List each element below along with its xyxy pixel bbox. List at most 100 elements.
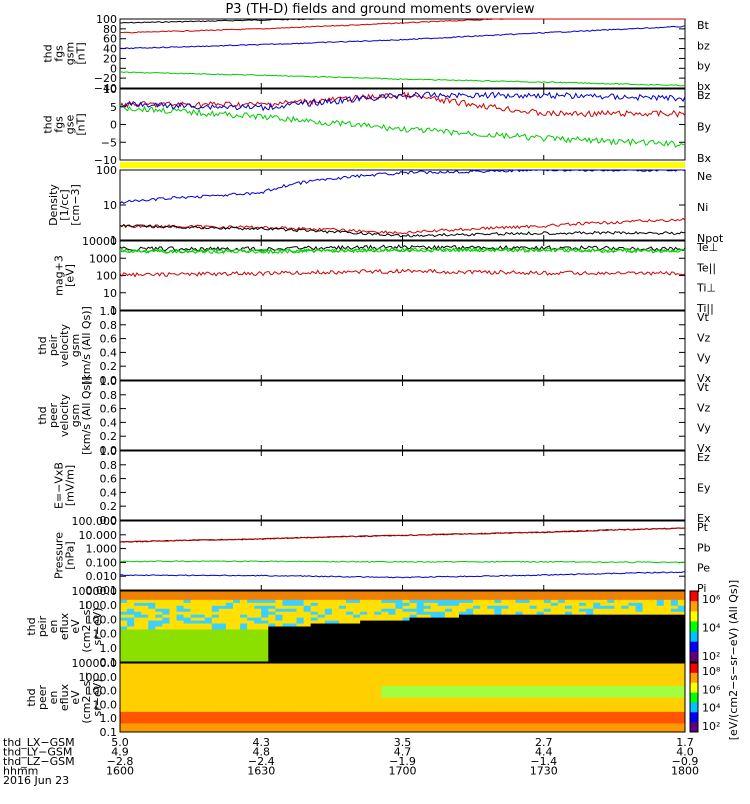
spectrogram-cell (275, 680, 283, 684)
spectrogram-cell (536, 711, 545, 716)
spectrogram-cell (225, 623, 234, 627)
spectrogram-cell (663, 644, 672, 648)
spectrogram-cell (395, 614, 403, 619)
spectrogram-cell (480, 650, 488, 654)
spectrogram-cell (141, 706, 149, 710)
spectrogram-cell (197, 680, 206, 684)
spectrogram-cell (409, 659, 418, 663)
spectrogram-cell (444, 632, 453, 636)
spectrogram-cell (649, 717, 658, 721)
spectrogram-cell (360, 714, 368, 719)
spectrogram-cell (649, 591, 658, 595)
spectrogram-cell (211, 611, 220, 616)
spectrogram-cell (480, 629, 488, 633)
spectrogram-cell (353, 691, 361, 696)
spectrogram-cell (225, 665, 234, 670)
spectrogram-cell (388, 620, 396, 625)
spectrogram-cell (572, 688, 580, 693)
spectrogram-cell (141, 726, 149, 730)
spectrogram-cell (282, 691, 290, 696)
spectrogram-cell (614, 711, 622, 716)
spectrogram-cell (550, 596, 559, 601)
spectrogram-cell (374, 614, 382, 619)
spectrogram-cell (155, 659, 163, 663)
spectrogram-cell (522, 726, 531, 730)
spectrogram-cell (416, 688, 425, 693)
spectrogram-cell (367, 629, 375, 633)
spectrogram-cell (162, 632, 170, 636)
spectrogram-cell (211, 674, 220, 678)
spectrogram-cell (388, 659, 396, 663)
spectrogram-cell (275, 723, 283, 727)
spectrogram-cell (388, 714, 396, 719)
spectrogram-cell (162, 620, 170, 625)
spectrogram-cell (564, 711, 573, 716)
spectrogram-cell (466, 629, 474, 633)
legend-entry: Vx (697, 442, 712, 455)
spectrogram-cell (614, 626, 622, 630)
spectrogram-cell (176, 686, 185, 690)
spectrogram-cell (600, 668, 608, 673)
spectrogram-cell (550, 635, 559, 639)
spectrogram-cell (628, 659, 637, 663)
spectrogram-cell (247, 694, 255, 698)
spectrogram-cell (529, 593, 538, 598)
spectrogram-cell (225, 629, 234, 633)
spectrogram-cell (317, 680, 326, 684)
legend-entry: Vz (697, 331, 711, 344)
y-axis-label: velocity (58, 394, 71, 437)
spectrogram-cell (649, 706, 658, 710)
spectrogram-cell (466, 599, 474, 604)
spectrogram-cell (134, 591, 142, 595)
spectrogram-cell (148, 683, 156, 687)
spectrogram-cell (543, 602, 552, 607)
spectrogram-cell (303, 641, 312, 645)
spectrogram-cell (346, 711, 354, 716)
spectrogram-cell (381, 683, 389, 687)
spectrogram-cell (367, 706, 375, 710)
spectrogram-cell (310, 605, 319, 610)
spectrogram-cell (324, 680, 333, 684)
spectrogram-cell (317, 723, 326, 727)
spectrogram-cell (677, 602, 686, 607)
spectrogram-cell (190, 620, 199, 625)
spectrogram-cell (614, 593, 622, 598)
spectrogram-cell (247, 726, 255, 730)
spectrogram-cell (155, 714, 163, 719)
spectrogram-cell (543, 720, 552, 724)
spectrogram-cell (649, 611, 658, 616)
spectrogram-cell (409, 671, 418, 675)
spectrogram-cell (324, 709, 333, 713)
spectrogram-cell (353, 626, 361, 630)
spectrogram-cell (289, 680, 298, 684)
spectrogram-cell (254, 729, 262, 733)
spectrogram-cell (303, 602, 312, 607)
spectrogram-cell (614, 644, 622, 648)
spectrogram-cell (360, 650, 368, 654)
y-tick-label: 1000 (89, 252, 117, 265)
spectrogram-cell (127, 653, 135, 657)
spectrogram-cell (628, 691, 637, 696)
spectrogram-cell (494, 635, 502, 639)
spectrogram-cell (444, 629, 453, 633)
spectrogram-cell (564, 671, 573, 675)
spectrogram-cell (430, 697, 439, 701)
spectrogram-cell (430, 602, 439, 607)
spectrogram-cell (649, 614, 658, 619)
spectrogram-cell (621, 602, 629, 607)
colorbar-segment (690, 621, 698, 633)
spectrogram-cell (388, 608, 396, 613)
spectrogram-cell (353, 623, 361, 627)
spectrogram-cell (176, 720, 185, 724)
spectrogram-cell (261, 706, 269, 710)
spectrogram-cell (614, 591, 622, 595)
spectrogram-cell (218, 726, 227, 730)
spectrogram-cell (134, 602, 142, 607)
spectrogram-cell (480, 614, 488, 619)
spectrogram-cell (416, 602, 425, 607)
spectrogram-cell (254, 647, 262, 651)
spectrogram-cell (197, 650, 206, 654)
spectrogram-cell (268, 626, 276, 630)
spectrogram-cell (515, 694, 524, 698)
